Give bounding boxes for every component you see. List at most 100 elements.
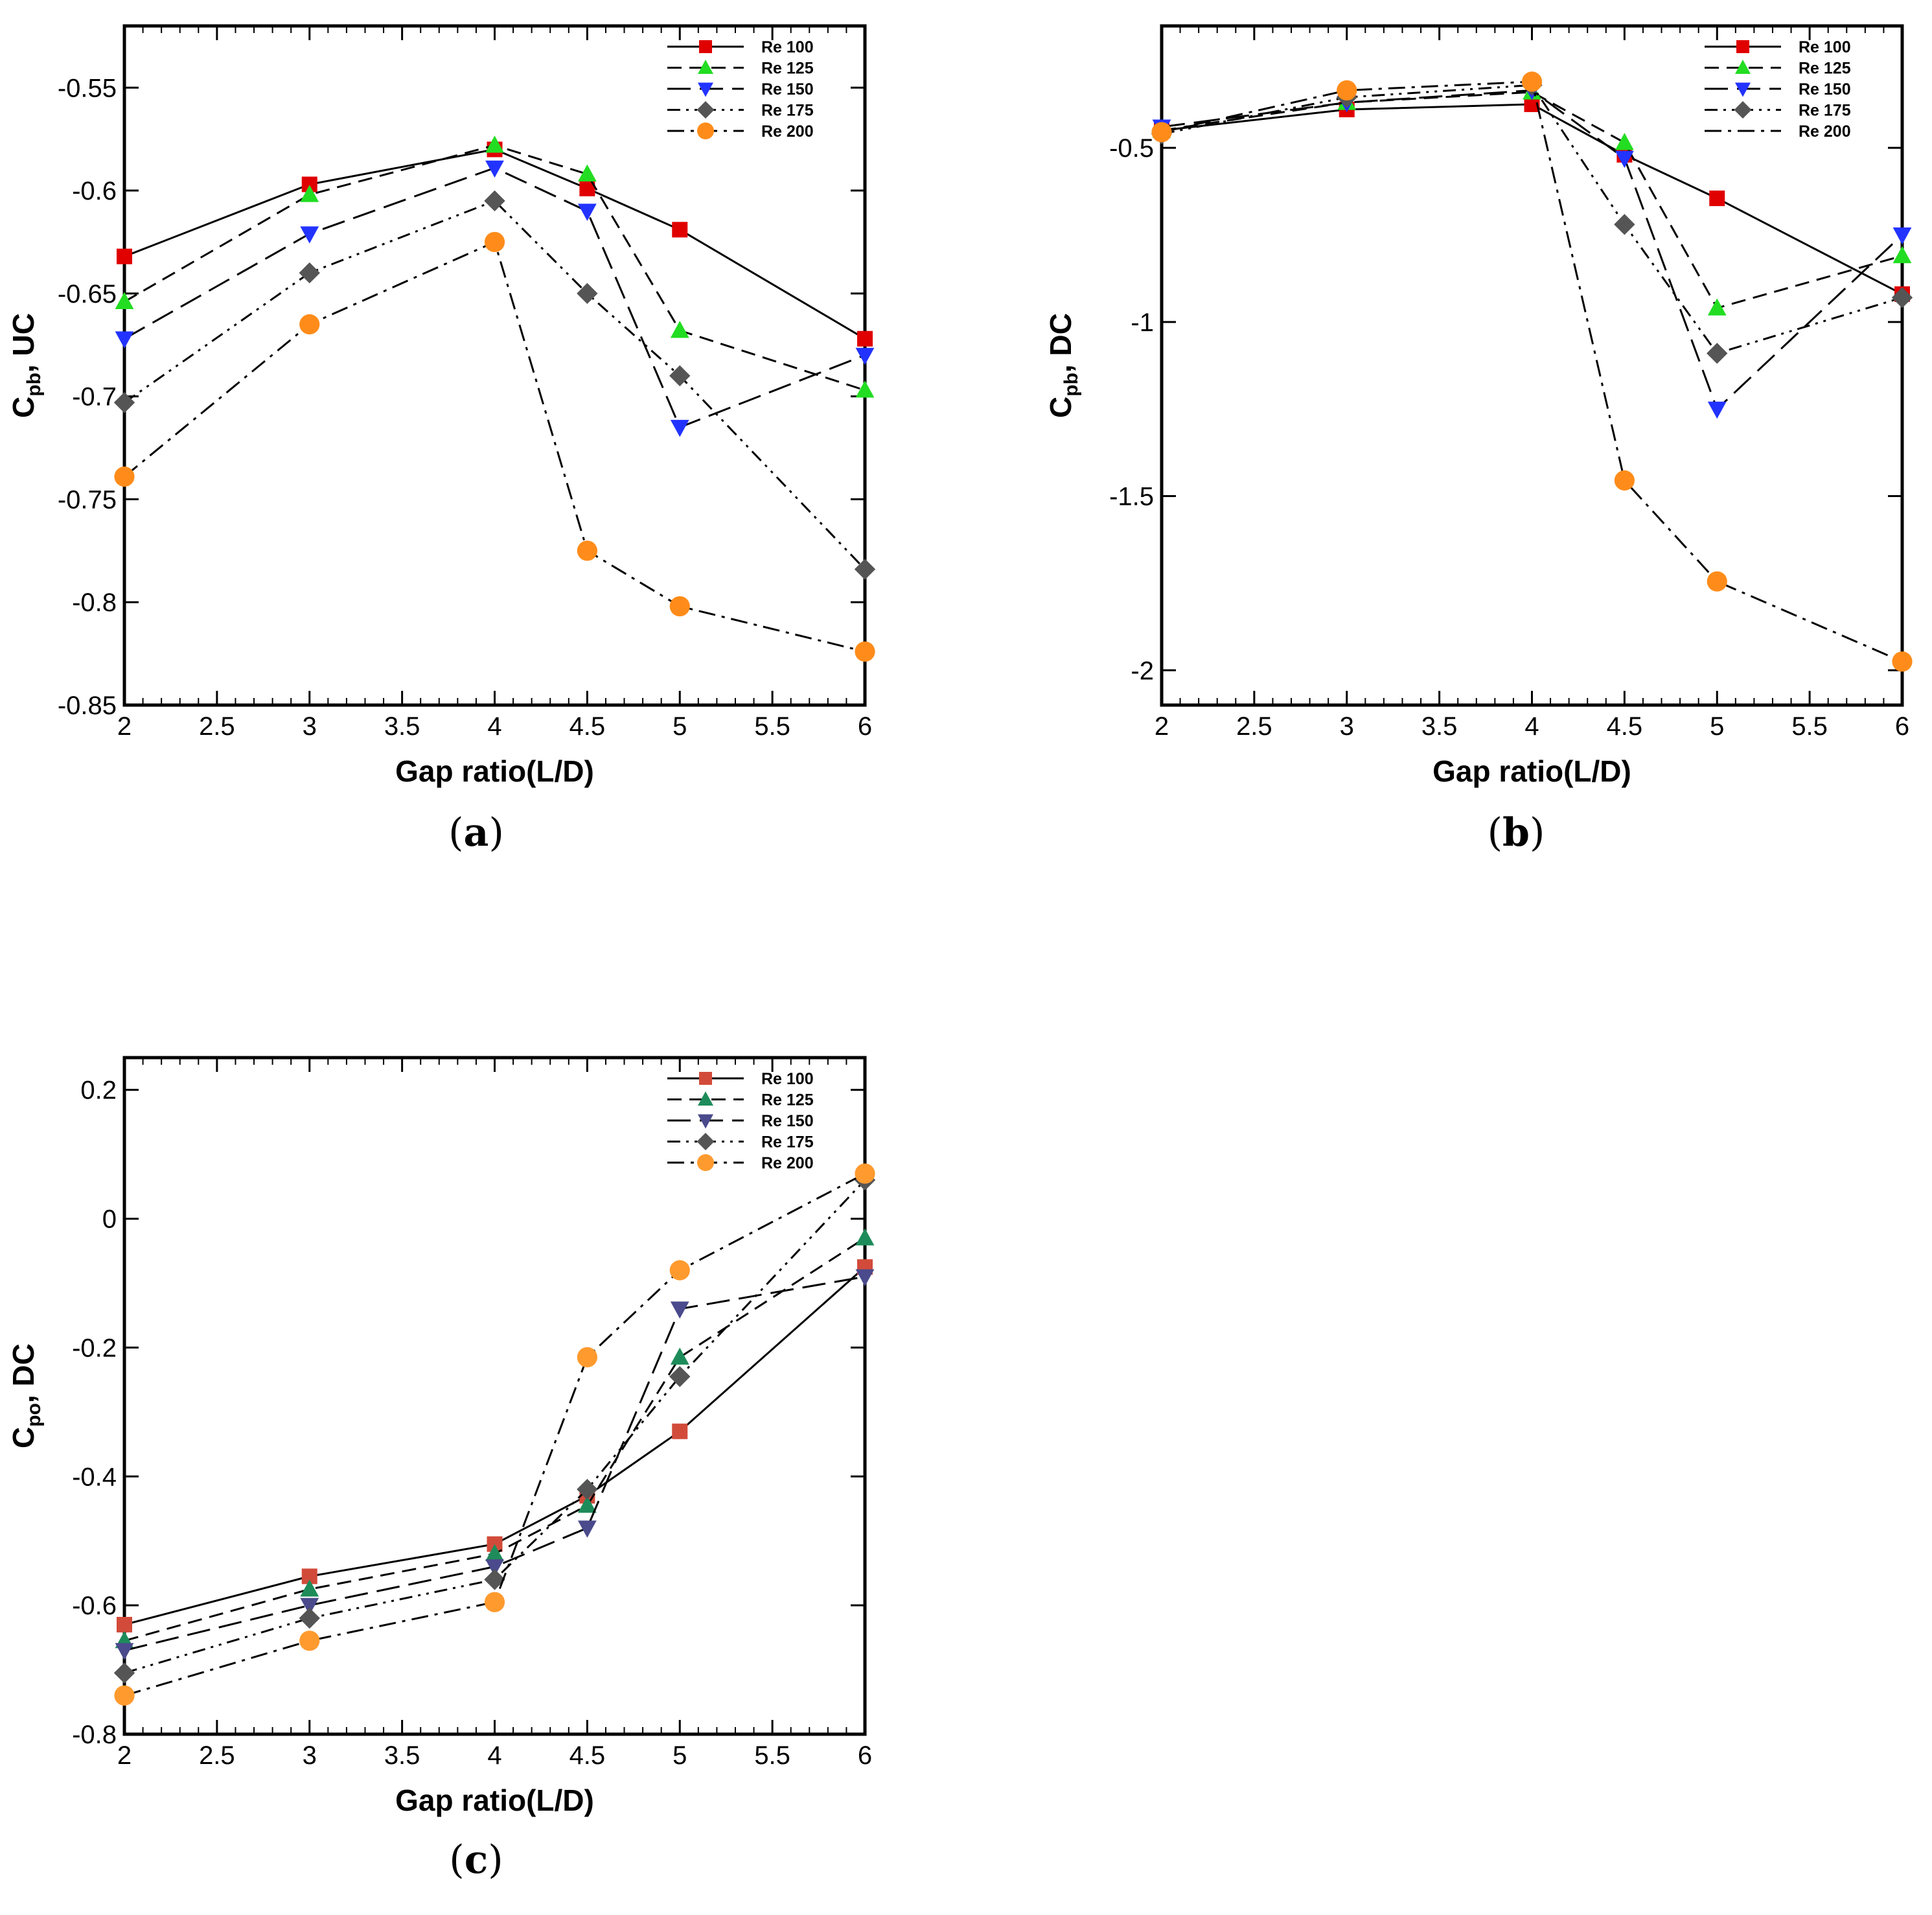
data-point [1892,246,1912,264]
plot-frame [1160,24,1904,707]
x-tick-label: 2 [117,1741,132,1770]
legend: Re 100 Re 125 Re 150 Re 175 Re 200 [667,1070,814,1172]
x-tick-label: 5.5 [754,712,790,741]
data-point [577,1496,597,1513]
y-tick-label: -0.6 [72,1592,117,1620]
data-point [484,231,505,253]
data-point [1707,298,1727,316]
legend-marker [1735,60,1751,74]
legend: Re 100 Re 125 Re 150 Re 175 Re 200 [1705,38,1851,141]
y-axis-title-subscript: pb [23,373,45,397]
data-point [1707,342,1728,364]
x-axis-title: Gap ratio(L/D) [395,1783,594,1817]
series-line [124,1275,866,1652]
legend-label: Re 125 [1799,60,1851,78]
x-tick-label: 3 [1340,712,1354,741]
data-point [299,262,320,284]
data-point [1614,214,1635,235]
y-tick-label: 0.2 [80,1076,117,1105]
series-line [124,1179,866,1674]
data-point [300,1579,319,1597]
series-line [124,240,866,653]
series-re-125 [1152,82,1912,316]
legend-label: Re 200 [761,1154,814,1172]
caption-open: ( [448,810,463,855]
y-tick-label: 0 [102,1205,117,1234]
legend-label: Re 100 [1799,38,1851,56]
legend-label: Re 175 [761,1133,814,1152]
data-point [669,1365,691,1387]
x-tick-label: 6 [1895,712,1909,741]
series-line [1161,91,1903,310]
y-axis-title-rest: , UC [6,313,40,373]
legend-marker [698,1114,713,1129]
series-line [1161,80,1903,663]
data-point [113,391,135,413]
legend-marker [698,1091,713,1106]
series-line [124,1172,866,1697]
caption-close: ) [488,1837,503,1883]
x-tick-label: 3 [303,712,317,741]
data-point [1892,651,1913,672]
data-point [577,540,597,561]
data-point [299,1607,320,1629]
plot-frame [122,24,867,707]
data-point [115,331,134,349]
data-point [1615,133,1634,150]
x-axis-title: Gap ratio(L/D) [395,754,594,788]
data-point [1615,150,1634,168]
chart-panel-a: 2 2.5 3 3.5 4 4.5 5 5.5 6 -0.85 -0.8 -0.75 -0.7 -0.65… [6,24,876,855]
x-tick-label: 2 [117,712,132,741]
series-re-125 [115,1228,875,1649]
series-line [124,1237,866,1642]
panel-caption: (c) [449,1837,503,1883]
x-tick-label: 3.5 [384,1741,420,1770]
legend-label: Re 175 [761,102,814,120]
x-tick-label: 4 [487,1741,501,1770]
series-re-200 [114,231,875,662]
data-point [300,226,319,244]
legend-label: Re 100 [761,38,814,56]
y-tick-label: -0.4 [72,1463,117,1491]
y-tick-label: -0.6 [72,177,117,205]
data-point [855,1163,875,1184]
data-point [670,1347,689,1365]
data-point [1151,122,1172,143]
legend-marker [1736,40,1749,53]
data-point [1614,470,1635,491]
data-point [577,283,598,305]
data-point [1892,227,1912,245]
data-point [855,380,875,398]
data-point [484,1592,505,1612]
data-point [485,135,504,153]
data-point [577,203,597,221]
data-point [855,1269,875,1287]
chart-panel-b: 2 2.5 3 3.5 4 4.5 5 5.5 6 -2 -1.5 -1 -0.5 Gap ratio(L… [1044,24,1913,855]
y-tick-label: -1.5 [1109,483,1154,511]
x-tick-label: 4.5 [569,712,606,741]
y-axis-title-rest: , DC [6,1343,40,1403]
x-tick-label: 5 [673,712,687,741]
x-tick-label: 4.5 [569,1741,606,1770]
series-line [124,200,866,570]
data-point [672,1423,688,1439]
y-tick-label: -0.75 [58,485,117,514]
data-point [1707,401,1727,419]
data-point [115,292,134,309]
chart-panel-c: 2 2.5 3 3.5 4 4.5 5 5.5 6 -0.8 -0.6 -0.4 -0.2 0 0.2 Gap… [6,1056,876,1883]
y-tick-label: -0.85 [58,691,117,720]
legend-marker [699,1072,712,1085]
x-tick-label: 3.5 [384,712,420,741]
x-tick-label: 6 [858,1741,872,1770]
x-tick-label: 4 [487,712,501,741]
series-re-200 [114,1163,875,1706]
data-point [672,222,688,238]
legend-marker [1735,82,1751,97]
data-point [115,1643,134,1660]
data-point [669,1260,690,1281]
y-tick-label: -0.2 [72,1334,117,1362]
caption-open: ( [449,1837,464,1883]
data-point [1521,71,1543,92]
data-point [577,1478,598,1500]
